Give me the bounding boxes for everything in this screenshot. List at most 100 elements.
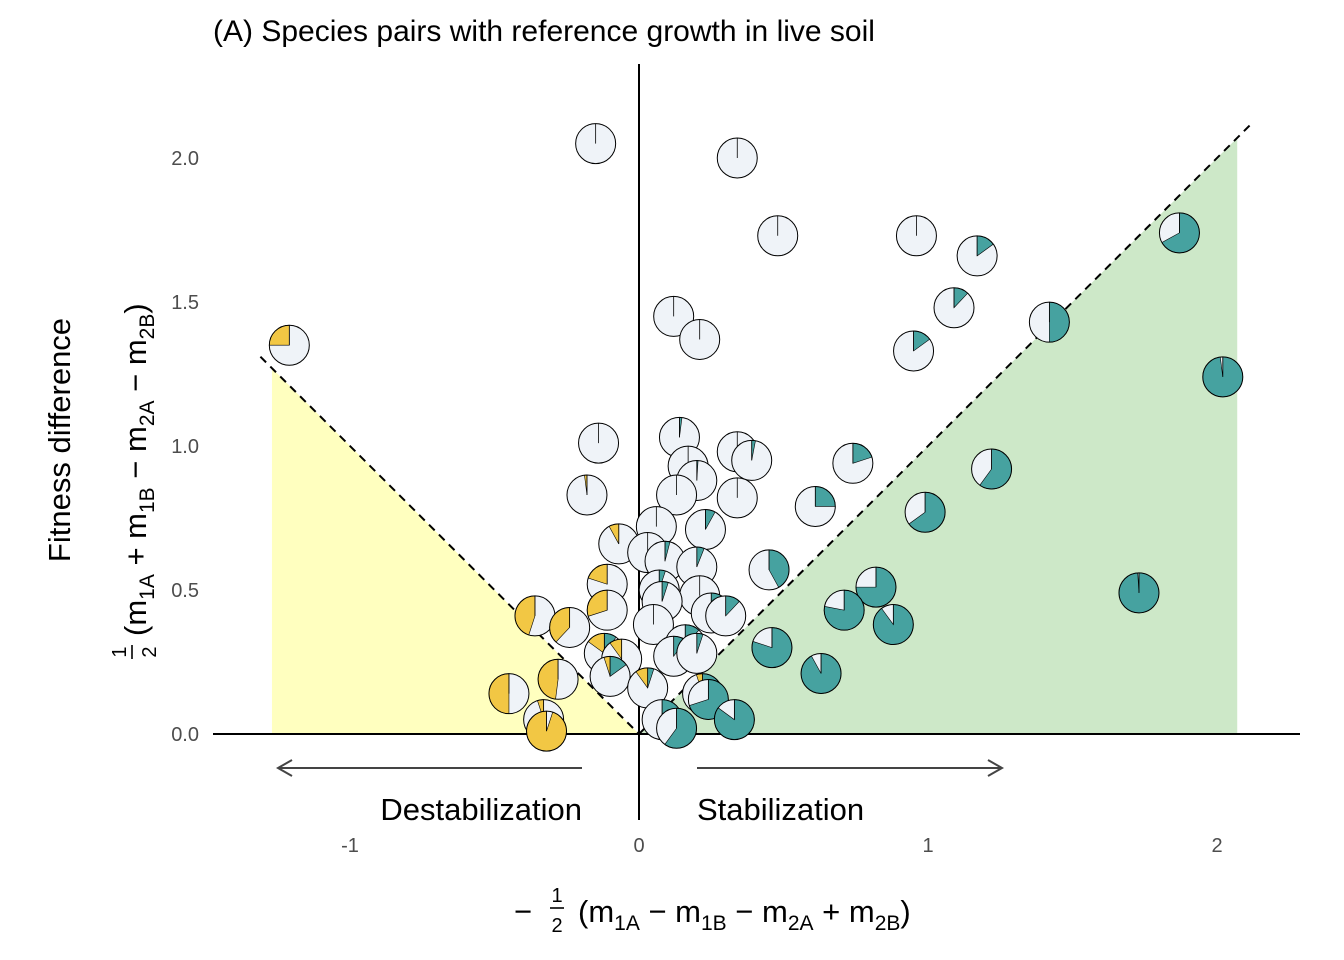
pie-point — [832, 442, 874, 484]
pie-outline — [575, 123, 617, 165]
pie-outline — [537, 658, 579, 700]
pie-point — [895, 215, 937, 257]
pie-outline — [656, 474, 698, 516]
pie-outline — [823, 589, 865, 631]
pie-point — [904, 491, 946, 533]
pie-outline — [589, 655, 631, 697]
pie-outline — [268, 324, 310, 366]
pie-outline — [893, 330, 935, 372]
pie-outline — [1028, 301, 1070, 343]
pie-point — [823, 589, 865, 631]
pie-point — [656, 707, 698, 749]
pie-outline — [895, 215, 937, 257]
pie-point — [893, 330, 935, 372]
pie-point — [731, 439, 773, 481]
pie-point — [1118, 572, 1160, 614]
x-tick-label: -1 — [341, 835, 359, 857]
pie-outline — [872, 604, 914, 646]
pie-point — [956, 235, 998, 277]
pie-point — [716, 137, 758, 179]
pie-outline — [488, 673, 530, 715]
pie-point — [751, 627, 793, 669]
pie-point — [933, 287, 975, 329]
pie-outline — [713, 699, 755, 741]
pie-outline — [716, 477, 758, 519]
pie-point — [627, 667, 669, 709]
pie-outline — [679, 318, 721, 360]
pie-point — [748, 549, 790, 591]
pie-outline — [578, 422, 620, 464]
x-tick-labels: -1 0 1 2 — [341, 835, 1222, 857]
pie-outline — [731, 439, 773, 481]
x-axis-frac-num: 1 — [551, 885, 562, 907]
pie-outline — [800, 653, 842, 695]
chart-title: (A) Species pairs with reference growth … — [213, 15, 875, 48]
x-arrow-left — [275, 759, 582, 777]
y-axis-label: Fitness difference — [42, 318, 77, 562]
pie-outline — [971, 448, 1013, 490]
pie-outline — [705, 595, 747, 637]
svg-text:(m1A + m1B − m2A − m2B): (m1A + m1B − m2A − m2B) — [118, 303, 159, 636]
pie-point — [713, 699, 755, 741]
pie-point — [589, 655, 631, 697]
y-tick-label: 1.5 — [171, 292, 199, 314]
y-tick-label: 0.5 — [171, 580, 199, 602]
pie-point — [1158, 212, 1200, 254]
x-arrow-right — [697, 759, 1005, 777]
pie-point — [1202, 356, 1244, 398]
pie-point — [794, 485, 836, 527]
pie-point — [632, 604, 674, 646]
pie-outline — [1202, 356, 1244, 398]
pie-point — [716, 477, 758, 519]
x-tick-label: 1 — [922, 835, 933, 857]
pie-outline — [855, 566, 897, 608]
pie-point — [586, 589, 628, 631]
pie-point — [566, 474, 608, 516]
pie-point — [268, 324, 310, 366]
pie-outline — [586, 589, 628, 631]
pie-point — [684, 509, 726, 551]
pie-outline — [1118, 572, 1160, 614]
stabilization-boundary — [638, 122, 1253, 735]
destabilization-label: Destabilization — [380, 792, 582, 827]
pie-outline — [1158, 212, 1200, 254]
pie-outline — [751, 627, 793, 669]
pie-outline — [687, 678, 729, 720]
pie-point — [1028, 301, 1070, 343]
y-axis-label-top: Fitness difference — [42, 318, 77, 562]
pie-point — [575, 123, 617, 165]
pie-outline — [566, 474, 608, 516]
x-axis-label: − 1 2 (m1A − m1B − m2A + m2B) — [514, 885, 911, 937]
y-tick-label: 1.0 — [171, 436, 199, 458]
y-tick-labels: 0.0 0.5 1.0 1.5 2.0 — [171, 148, 199, 746]
pie-outline — [549, 606, 591, 648]
pie-outline — [526, 710, 568, 752]
y-tick-label: 0.0 — [171, 724, 199, 746]
pie-outline — [656, 707, 698, 749]
pie-outline — [832, 442, 874, 484]
pie-outline — [748, 549, 790, 591]
svg-text:(m1A − m1B − m2A + m2B): (m1A − m1B − m2A + m2B) — [578, 894, 911, 935]
pie-point — [488, 673, 530, 715]
pie-outline — [632, 604, 674, 646]
pie-point — [971, 448, 1013, 490]
pie-point — [676, 632, 718, 674]
x-axis-frac-den: 2 — [551, 915, 562, 937]
pie-point — [679, 318, 721, 360]
pie-point — [526, 710, 568, 752]
destabilization-boundary — [259, 356, 640, 735]
pie-point — [653, 295, 695, 337]
pie-point — [514, 595, 556, 637]
stabilization-label: Stabilization — [697, 792, 864, 827]
pie-outline — [757, 215, 799, 257]
x-tick-label: 2 — [1211, 835, 1222, 857]
pie-point — [705, 595, 747, 637]
pie-outline — [794, 485, 836, 527]
pie-outline — [653, 295, 695, 337]
pie-point — [872, 604, 914, 646]
y-axis-frac-den: 2 — [139, 646, 161, 657]
y-axis-formula: 1 2 (m1A + m1B − m2A − m2B) — [109, 303, 161, 659]
pie-points — [268, 123, 1244, 752]
pie-outline — [676, 632, 718, 674]
